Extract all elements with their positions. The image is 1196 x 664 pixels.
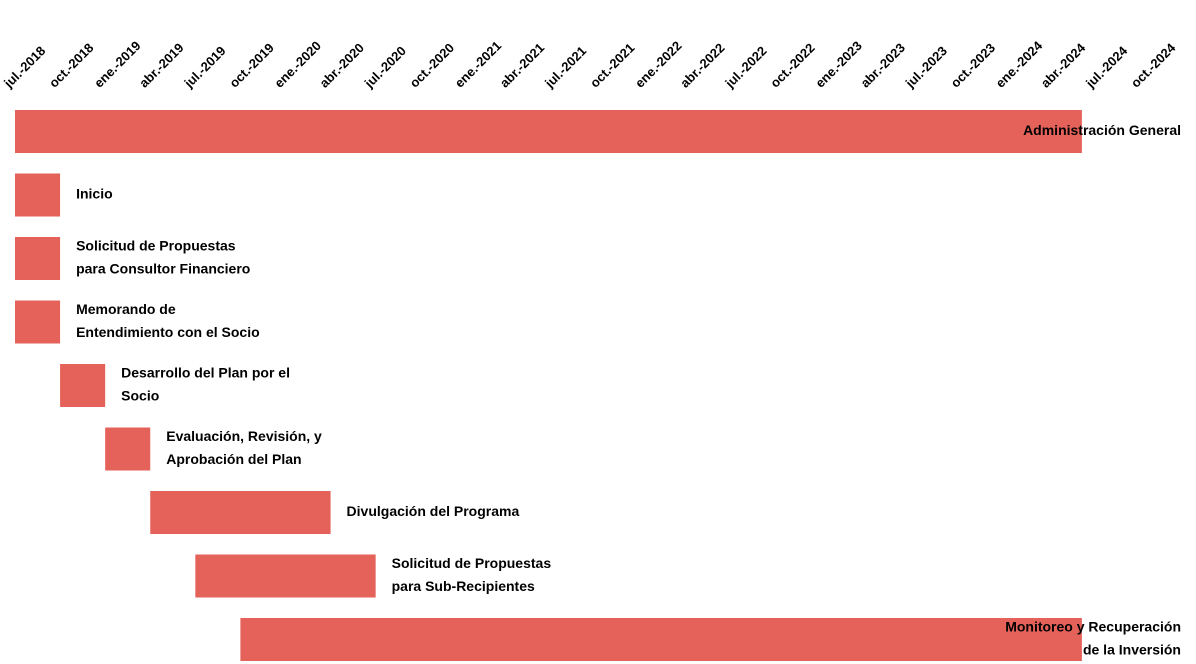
x-tick-label: ene.-2023 [812,38,865,91]
x-tick-label: oct.-2021 [587,40,637,90]
x-tick-label: jul.-2023 [902,43,950,91]
task-label: para Consultor Financiero [76,261,250,277]
x-tick-label: oct.-2019 [226,40,276,90]
x-tick-label: jul.-2018 [0,43,48,91]
x-tick-label: abr.-2019 [136,40,186,90]
x-tick-label: jul.-2019 [181,43,229,91]
x-tick-label: jul.-2024 [1082,43,1131,92]
x-tick-label: oct.-2023 [948,40,998,90]
x-tick-label: ene.-2019 [91,38,144,91]
task-label: Memorando de [76,301,176,317]
x-tick-label: abr.-2022 [677,40,727,90]
task-bar [15,300,61,344]
task-label: Solicitud de Propuestas [76,238,236,254]
x-tick-label: ene.-2022 [632,38,685,91]
x-tick-label: oct.-2022 [767,40,817,90]
task-bar [15,173,61,217]
task-label: Divulgación del Programa [347,503,520,519]
x-tick-label: abr.-2020 [317,40,367,90]
task-bar [15,237,61,280]
task-label: Administración General [1023,122,1181,138]
task-bar [150,491,331,534]
x-tick-label: jul.-2022 [722,43,770,91]
task-label: Entendimiento con el Socio [76,324,260,340]
task-label: Monitoreo y Recuperación [1005,619,1181,635]
task-label: Aprobación del Plan [166,451,301,467]
x-tick-label: abr.-2021 [497,40,547,90]
x-tick-label: oct.-2018 [46,40,96,90]
task-label: de la Inversión [1083,642,1181,658]
task-label: Solicitud de Propuestas [392,555,552,571]
x-tick-label: jul.-2020 [361,43,409,91]
x-tick-label: ene.-2020 [271,38,324,91]
task-label: Evaluación, Revisión, y [166,428,322,444]
task-bar [105,427,151,471]
x-tick-label: abr.-2023 [857,40,907,90]
task-bar [60,364,106,407]
task-label: Desarrollo del Plan por el [121,365,290,381]
task-label: Socio [121,388,159,404]
task-label: Inicio [76,186,113,202]
x-tick-label: jul.-2021 [541,43,589,91]
task-bar [195,554,376,598]
x-tick-label: ene.-2024 [993,37,1046,90]
x-tick-label: abr.-2024 [1038,40,1089,91]
x-tick-label: ene.-2021 [452,38,505,91]
task-bar [15,110,1082,153]
x-tick-label: oct.-2020 [407,40,457,90]
task-bar [240,618,1082,661]
task-label: para Sub-Recipientes [392,578,535,594]
x-tick-label: oct.-2024 [1128,40,1179,91]
